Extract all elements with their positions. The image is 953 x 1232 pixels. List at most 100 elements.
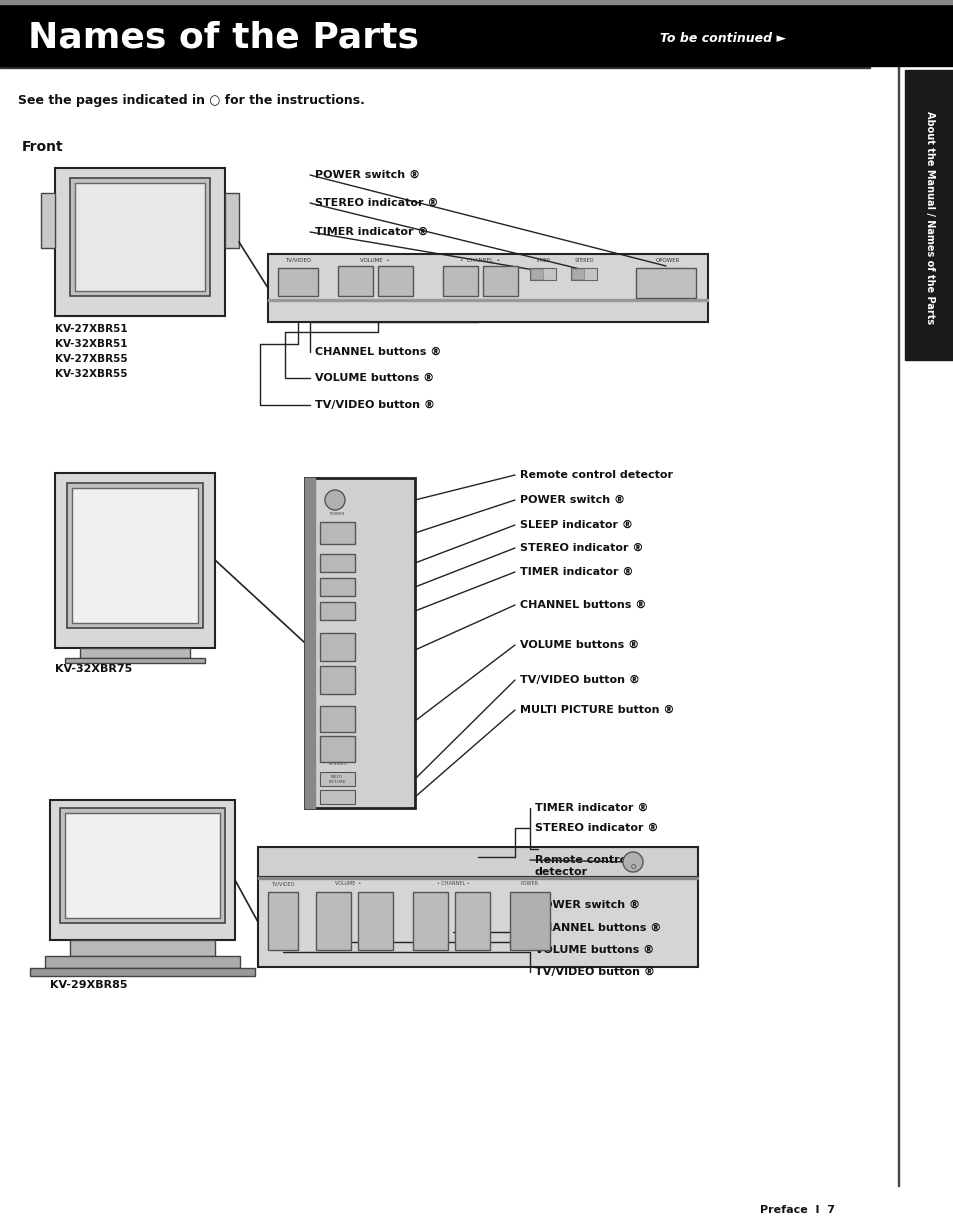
Bar — [413, 892, 448, 950]
Text: MULTI PICTURE button ®: MULTI PICTURE button ® — [519, 705, 674, 715]
Bar — [30, 968, 254, 976]
Text: KV-27XBR51: KV-27XBR51 — [55, 324, 128, 334]
Text: Front: Front — [22, 140, 64, 154]
Bar — [268, 254, 707, 322]
Bar — [319, 578, 355, 596]
Circle shape — [325, 490, 345, 510]
Bar — [904, 70, 953, 360]
Bar — [319, 790, 355, 804]
Bar — [319, 522, 355, 545]
Text: To be continued ►: To be continued ► — [659, 32, 785, 44]
Text: • CHANNEL •: • CHANNEL • — [436, 881, 469, 886]
Bar — [65, 813, 220, 918]
Bar — [319, 667, 355, 694]
Text: KV-32XBR75: KV-32XBR75 — [55, 664, 132, 674]
Bar — [442, 266, 477, 296]
Bar — [319, 706, 355, 732]
Bar — [257, 848, 698, 877]
Text: VOLUME buttons ®: VOLUME buttons ® — [314, 373, 434, 383]
Text: TV/VIDEO: TV/VIDEO — [327, 763, 347, 766]
Text: TIMER: TIMER — [535, 257, 550, 262]
Bar — [0, 4, 953, 67]
Bar — [482, 266, 517, 296]
Text: •  CHANNEL  •: • CHANNEL • — [459, 257, 499, 262]
Text: POWER: POWER — [329, 513, 344, 516]
Text: TV/VIDEO button ®: TV/VIDEO button ® — [314, 400, 435, 410]
Text: POWER: POWER — [520, 881, 538, 886]
Bar — [257, 877, 698, 878]
Bar — [636, 269, 696, 298]
Text: KV-32XBR55: KV-32XBR55 — [55, 370, 128, 379]
Bar — [80, 648, 190, 658]
Text: CHANNEL buttons ®: CHANNEL buttons ® — [535, 923, 660, 933]
Bar — [60, 808, 225, 923]
Text: About the Manual / Names of the Parts: About the Manual / Names of the Parts — [924, 111, 934, 324]
Bar — [0, 0, 953, 4]
Bar — [41, 193, 55, 248]
Bar — [71, 488, 198, 623]
Text: O: O — [630, 864, 635, 870]
Bar — [67, 483, 203, 628]
Circle shape — [622, 853, 642, 872]
Bar — [45, 956, 240, 968]
Bar — [70, 940, 214, 956]
Bar — [0, 67, 869, 68]
Bar — [268, 892, 297, 950]
Text: Preface  I  7: Preface I 7 — [760, 1205, 834, 1215]
Bar — [455, 892, 490, 950]
Text: POWER switch ®: POWER switch ® — [314, 170, 419, 180]
Bar — [897, 67, 899, 1186]
Bar — [319, 633, 355, 662]
Text: TIMER indicator ®: TIMER indicator ® — [519, 567, 633, 577]
Bar — [530, 269, 556, 280]
Bar — [319, 554, 355, 572]
Bar — [305, 478, 314, 808]
Bar — [55, 473, 214, 648]
Bar — [257, 877, 698, 967]
Bar — [8, 7, 21, 62]
Bar — [75, 184, 205, 291]
Text: VOLUME buttons ®: VOLUME buttons ® — [519, 639, 639, 650]
Text: VOLUME buttons ®: VOLUME buttons ® — [535, 945, 654, 955]
Bar — [572, 269, 583, 278]
Text: OPOWER: OPOWER — [655, 257, 679, 262]
Text: STEREO indicator ®: STEREO indicator ® — [519, 543, 643, 553]
Bar — [55, 168, 225, 315]
Text: STEREO: STEREO — [574, 257, 593, 262]
Bar — [357, 892, 393, 950]
Text: STEREO indicator ®: STEREO indicator ® — [535, 823, 658, 833]
Text: TV/VIDEO button ®: TV/VIDEO button ® — [519, 675, 639, 685]
Text: See the pages indicated in ○ for the instructions.: See the pages indicated in ○ for the ins… — [18, 94, 364, 107]
Bar — [510, 892, 550, 950]
Text: CHANNEL buttons ®: CHANNEL buttons ® — [314, 347, 441, 357]
Text: KV-32XBR51: KV-32XBR51 — [55, 339, 128, 349]
Text: Remote control
detector: Remote control detector — [535, 855, 630, 877]
Text: TIMER indicator ®: TIMER indicator ® — [535, 803, 648, 813]
Bar — [268, 299, 707, 301]
Text: TV/VIDEO: TV/VIDEO — [285, 257, 311, 262]
Text: STEREO indicator ®: STEREO indicator ® — [314, 198, 438, 208]
Bar — [65, 658, 205, 663]
Text: SLEEP indicator ®: SLEEP indicator ® — [519, 520, 633, 530]
Text: Names of the Parts: Names of the Parts — [28, 21, 418, 55]
Text: MULTI
PICTURE: MULTI PICTURE — [328, 775, 345, 784]
Bar — [315, 892, 351, 950]
Bar — [319, 602, 355, 620]
Bar — [531, 269, 542, 278]
Text: TIMER indicator ®: TIMER indicator ® — [314, 227, 428, 237]
Text: POWER switch ®: POWER switch ® — [535, 901, 639, 910]
Text: TV/VIDEO: TV/VIDEO — [271, 881, 294, 886]
Text: KV-29XBR85: KV-29XBR85 — [50, 979, 128, 991]
Bar — [70, 177, 210, 296]
Bar — [50, 800, 234, 940]
Bar — [337, 266, 373, 296]
Text: KV-27XBR55: KV-27XBR55 — [55, 354, 128, 363]
Bar — [305, 478, 415, 808]
Text: Remote control detector: Remote control detector — [519, 469, 672, 480]
Bar — [277, 269, 317, 296]
Text: POWER switch ®: POWER switch ® — [519, 495, 624, 505]
Bar — [319, 772, 355, 786]
Text: VOLUME  •: VOLUME • — [360, 257, 390, 262]
Text: TV/VIDEO button ®: TV/VIDEO button ® — [535, 967, 655, 977]
Bar — [571, 269, 597, 280]
